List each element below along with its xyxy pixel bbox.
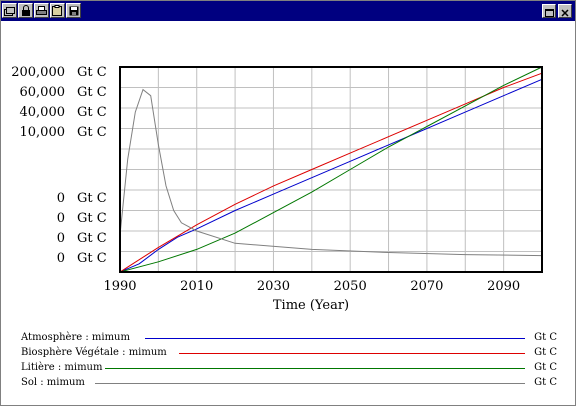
legend-swatch-atmosphere <box>145 338 525 339</box>
y-tick-label: 40,000 <box>20 105 66 120</box>
y-tick-label: 10,000 <box>20 125 66 140</box>
copy-icon <box>52 1 63 20</box>
y-tick-unit: Gt C <box>77 211 107 226</box>
y-tick-label: 0 <box>57 231 65 246</box>
lock-icon <box>21 1 31 20</box>
y-tick-unit: Gt C <box>77 231 107 246</box>
legend-label-biosphere: Biosphère Végétale : mimum <box>21 347 167 358</box>
print-button[interactable] <box>34 3 49 18</box>
legend-label-litter: Litière : mimum <box>21 362 103 373</box>
maximize-icon <box>544 2 554 21</box>
print-icon <box>36 1 47 20</box>
series-line-3 <box>119 88 543 257</box>
plot-frame <box>119 66 543 273</box>
maximize-button[interactable] <box>542 4 556 18</box>
x-tick-label: 2050 <box>334 279 367 294</box>
copy-button[interactable] <box>50 3 65 18</box>
y-tick-label: 0 <box>57 251 65 266</box>
x-tick-label: 2030 <box>257 279 290 294</box>
y-tick-unit: Gt C <box>77 65 107 80</box>
legend-swatch-biosphere <box>179 353 525 354</box>
restore-window-button[interactable] <box>2 3 17 18</box>
close-button[interactable] <box>558 4 572 18</box>
legend-swatch-soil <box>95 383 525 384</box>
y-tick-label: 0 <box>57 191 65 206</box>
legend-item-litter: Litière : mimum Gt C <box>21 361 561 375</box>
save-button[interactable] <box>66 3 81 18</box>
line-chart: 200,000 Gt C 60,000 Gt C 40,000 Gt C 10,000 Gt … <box>11 65 543 313</box>
series-line-0 <box>119 78 543 273</box>
title-bar <box>1 1 575 21</box>
legend-swatch-litter <box>105 368 525 369</box>
x-tick-label: 2010 <box>180 279 213 294</box>
y-tick-unit: Gt C <box>77 105 107 120</box>
x-tick-label: 2070 <box>410 279 443 294</box>
legend-unit-biosphere: Gt C <box>534 347 557 358</box>
window-controls <box>542 4 572 18</box>
y-tick-unit: Gt C <box>77 191 107 206</box>
y-tick-unit: Gt C <box>77 251 107 266</box>
series-line-1 <box>119 72 543 273</box>
legend-unit-soil: Gt C <box>534 377 557 388</box>
lock-button[interactable] <box>18 3 33 18</box>
legend-item-biosphere: Biosphère Végétale : mimum Gt C <box>21 346 561 360</box>
y-tick-label: 0 <box>57 211 65 226</box>
legend-item-atmosphere: Atmosphère : mimum Gt C <box>21 331 561 345</box>
x-tick-label: 1990 <box>103 279 136 294</box>
y-tick-label: 60,000 <box>20 85 66 100</box>
y-tick-unit: Gt C <box>77 85 107 100</box>
y-tick-label: 200,000 <box>11 65 65 80</box>
title-toolbar <box>2 3 81 19</box>
y-tick-unit: Gt C <box>77 125 107 140</box>
legend-unit-litter: Gt C <box>534 362 557 373</box>
save-icon <box>69 1 79 20</box>
legend-label-atmosphere: Atmosphère : mimum <box>21 332 130 343</box>
x-tick-label: 2090 <box>487 279 520 294</box>
close-icon <box>561 2 569 21</box>
x-axis-label: Time (Year) <box>273 298 349 313</box>
legend-label-soil: Sol : mimum <box>21 377 85 388</box>
series-line-2 <box>119 66 543 273</box>
restore-window-icon <box>4 1 15 20</box>
legend-item-soil: Sol : mimum Gt C <box>21 376 561 390</box>
legend-unit-atmosphere: Gt C <box>534 332 557 343</box>
